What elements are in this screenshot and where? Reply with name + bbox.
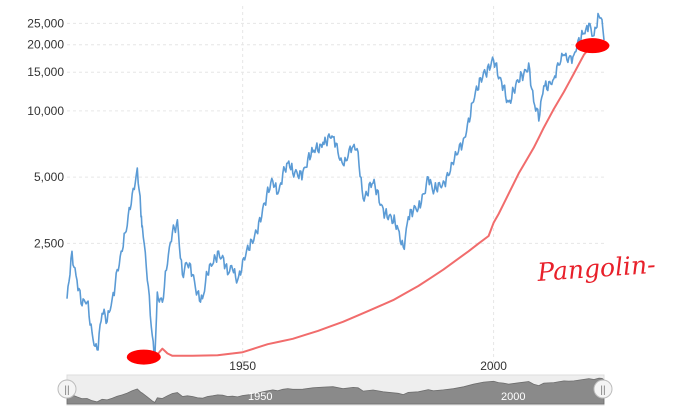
red-ellipse-marker-0 [126,349,161,365]
x-tick-label-1950: 1950 [229,359,256,373]
navigator-area-series [66,377,605,405]
x-tick-label-2000: 2000 [480,359,507,373]
y-tick-label-2500: 2,500 [34,236,64,250]
y-tick-label-5000: 5,000 [34,170,64,184]
gridlines [67,6,604,372]
y-tick-label-15000: 15,000 [27,65,64,79]
y-tick-label-25000: 25,000 [27,16,64,30]
series-layer [66,12,605,360]
series-line-trend-red [154,47,590,358]
y-axis-tick-labels: 2,500 5,000 10,000 15,000 20,000 25,000 [27,16,64,250]
handle-right-grip-icon: || [600,385,605,396]
y-tick-label-20000: 20,000 [27,38,64,52]
y-tick-label-10000: 10,000 [27,104,64,118]
x-axis-tick-labels: 1950 2000 [229,359,507,373]
highlight-markers [126,38,610,365]
red-ellipse-marker-1 [575,38,610,54]
series-line-index-blue [66,12,605,360]
handle-left-circle[interactable] [57,379,77,399]
navigator-right-handle[interactable]: || [593,379,613,399]
range-navigator[interactable]: 1950 2000 || || [57,374,613,406]
navigator-left-handle[interactable]: || [57,379,77,399]
pangolin-watermark: Pangolin- [535,250,656,287]
handle-left-grip-icon: || [64,385,69,396]
handle-right-circle[interactable] [593,379,613,399]
navigator-label-2000: 2000 [501,391,525,403]
navigator-label-1950: 1950 [248,391,272,403]
